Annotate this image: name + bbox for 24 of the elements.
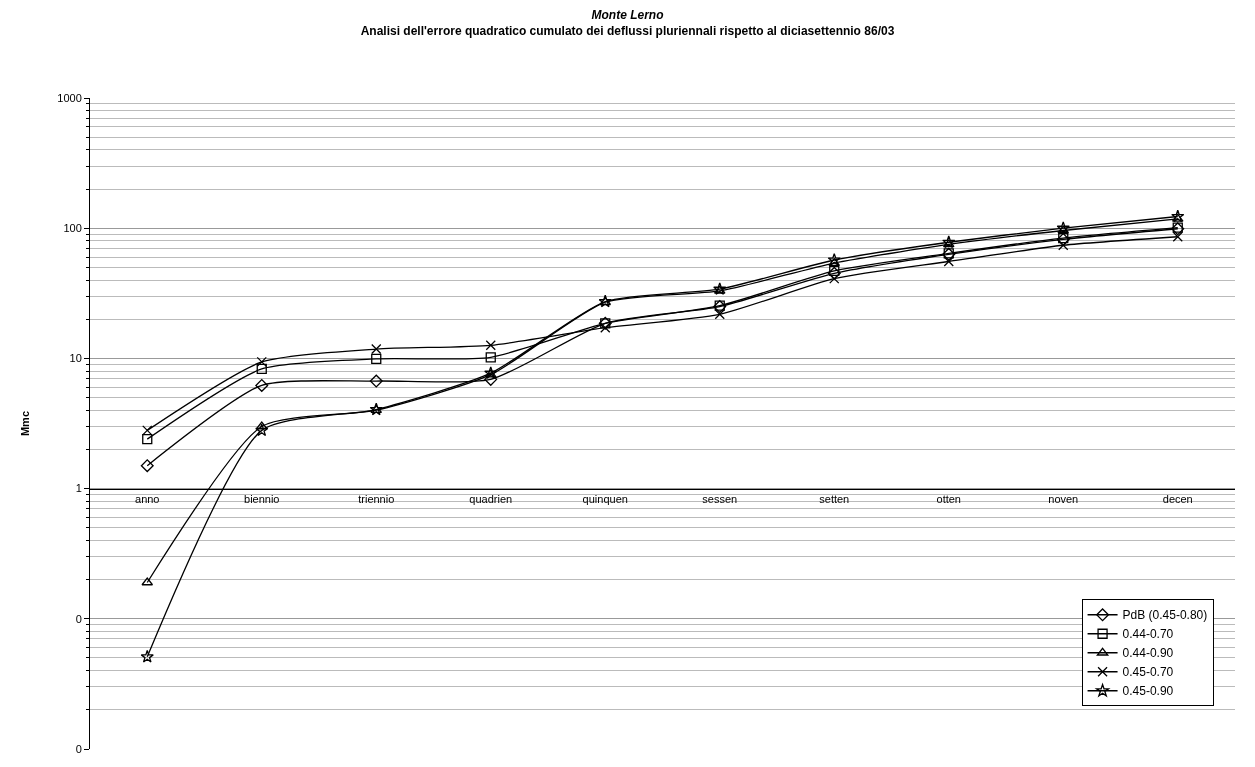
x-tick-label: sessen xyxy=(702,492,738,505)
x-tick-label: biennio xyxy=(244,492,280,505)
legend-label: 0.44-0.70 xyxy=(1122,627,1174,642)
y-tick-label: 0 xyxy=(75,742,82,755)
y-axis-title: Mmc xyxy=(18,410,31,437)
x-tick-label: quinquen xyxy=(582,492,628,505)
chart-subtitle: Analisi dell'errore quadratico cumulato dei deflussi pluriennali rispetto al diciasettennio 86/03 xyxy=(360,23,895,38)
x-tick-label: noven xyxy=(1048,492,1079,505)
x-tick-label: decen xyxy=(1162,492,1193,505)
x-tick-label: setten xyxy=(819,492,850,505)
legend-label: 0.45-0.70 xyxy=(1122,665,1174,680)
x-tick-label: otten xyxy=(936,492,961,505)
y-tick-label: 10 xyxy=(69,352,82,365)
y-tick-label: 100 xyxy=(63,222,82,235)
x-tick-label: quadrien xyxy=(469,492,513,505)
chart-title: Monte Lerno xyxy=(591,8,664,23)
legend-label: 0.44-0.90 xyxy=(1122,646,1174,661)
y-tick-label: 1000 xyxy=(57,91,82,104)
legend-label: 0.45-0.90 xyxy=(1122,684,1174,699)
x-tick-label: anno xyxy=(135,492,160,505)
y-tick-label: 0 xyxy=(75,612,82,625)
y-tick-label: 1 xyxy=(75,482,82,495)
legend-label: PdB (0.45-0.80) xyxy=(1122,608,1208,623)
x-tick-label: triennio xyxy=(358,492,395,505)
